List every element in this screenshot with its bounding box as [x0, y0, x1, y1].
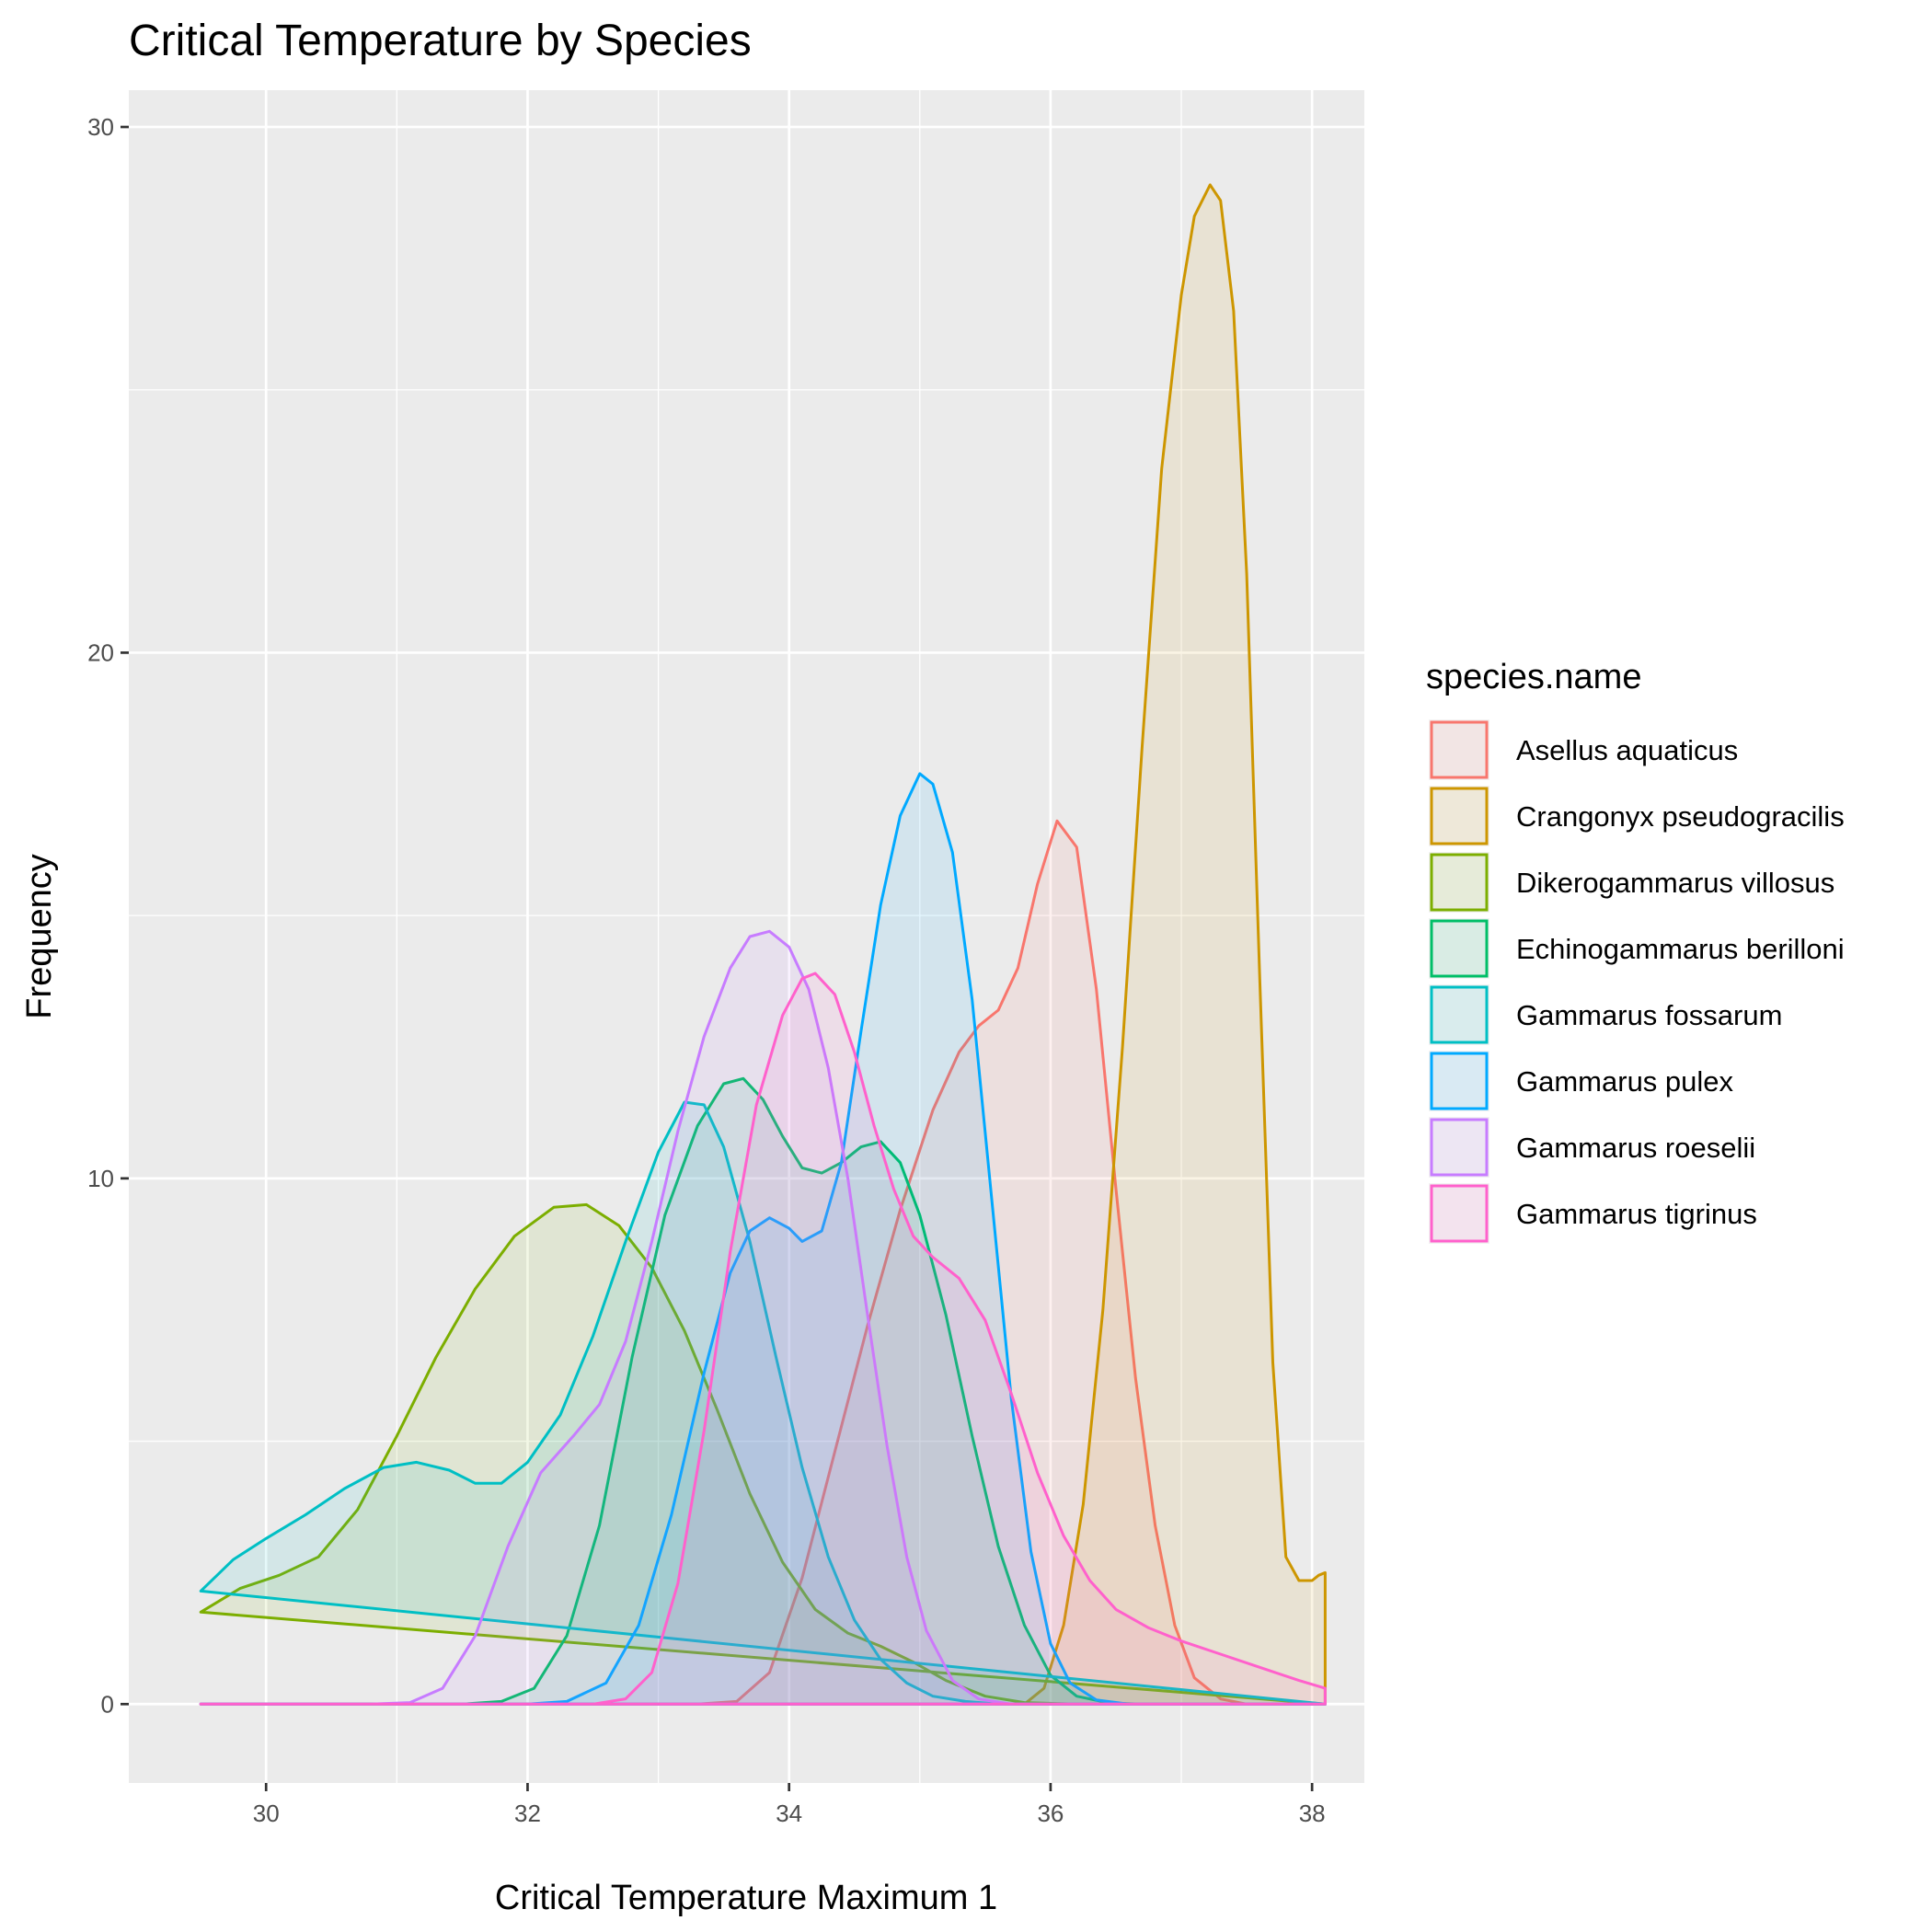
legend-key-gammarus-fossarum	[1430, 985, 1489, 1044]
legend-label-gammarus-fossarum: Gammarus fossarum	[1516, 999, 1782, 1031]
legend-key-echinogammarus-berilloni	[1430, 919, 1489, 978]
y-tick-label: 10	[87, 1165, 114, 1192]
density-echinogammarus-berilloni	[199, 1076, 1327, 1706]
axes: 30 32 34 36 38 0 10 20 30	[87, 113, 1326, 1827]
legend-title: species.name	[1426, 658, 1641, 696]
legend-key-asellus-aquaticus	[1430, 720, 1489, 779]
chart-title: Critical Temperature by Species	[129, 17, 752, 65]
density-crangonyx-pseudogracilis	[199, 183, 1327, 1706]
x-tick-label: 36	[1037, 1800, 1064, 1827]
y-tick-label: 30	[87, 113, 114, 141]
legend-label-crangonyx-pseudogracilis: Crangonyx pseudogracilis	[1516, 800, 1845, 833]
legend-key-bg-gammarus-pulex	[1429, 1051, 1489, 1111]
plot-panel	[129, 90, 1364, 1783]
legend-label-asellus-aquaticus: Asellus aquaticus	[1516, 734, 1738, 766]
legend-key-bg-gammarus-roeselii	[1429, 1117, 1489, 1178]
density-gammarus-tigrinus	[199, 972, 1327, 1706]
legend-key-bg-gammarus-tigrinus	[1429, 1183, 1489, 1244]
density-gammarus-roeselii	[199, 929, 1327, 1706]
y-tick-label: 0	[101, 1690, 114, 1718]
y-tick-label: 20	[87, 638, 114, 666]
legend-label-gammarus-tigrinus: Gammarus tigrinus	[1516, 1198, 1757, 1230]
legend-key-dikerogammarus-villosus	[1430, 853, 1489, 912]
legend-key-bg-gammarus-fossarum	[1429, 984, 1489, 1045]
legend-key-crangonyx-pseudogracilis	[1430, 787, 1489, 845]
legend: species.name Asellus aquaticus Crangonyx …	[1426, 658, 1845, 1244]
x-tick-label: 30	[253, 1800, 280, 1827]
legend-label-gammarus-pulex: Gammarus pulex	[1516, 1065, 1734, 1098]
y-axis-label: Frequency	[20, 854, 59, 1019]
x-tick-label: 32	[514, 1800, 541, 1827]
legend-key-gammarus-roeselii	[1430, 1118, 1489, 1177]
legend-label-echinogammarus-berilloni: Echinogammarus berilloni	[1516, 933, 1845, 965]
x-axis-label: Critical Temperature Maximum 1	[495, 1879, 997, 1917]
legend-key-bg-asellus-aquaticus	[1429, 719, 1489, 780]
x-tick-label: 38	[1299, 1800, 1326, 1827]
legend-key-bg-dikerogammarus-villosus	[1429, 852, 1489, 913]
density-gammarus-fossarum	[199, 1100, 1327, 1706]
legend-label-gammarus-roeselii: Gammarus roeselii	[1516, 1132, 1755, 1164]
density-asellus-aquaticus	[199, 819, 1327, 1706]
density-gammarus-pulex	[199, 772, 1327, 1706]
legend-label-dikerogammarus-villosus: Dikerogammarus villosus	[1516, 867, 1834, 899]
legend-key-gammarus-pulex	[1430, 1052, 1489, 1110]
legend-key-gammarus-tigrinus	[1430, 1184, 1489, 1243]
x-tick-label: 34	[776, 1800, 802, 1827]
legend-key-bg-crangonyx-pseudogracilis	[1429, 786, 1489, 846]
density-curves	[199, 183, 1327, 1706]
legend-key-bg-echinogammarus-berilloni	[1429, 918, 1489, 979]
density-dikerogammarus-villosus	[199, 1202, 1327, 1706]
